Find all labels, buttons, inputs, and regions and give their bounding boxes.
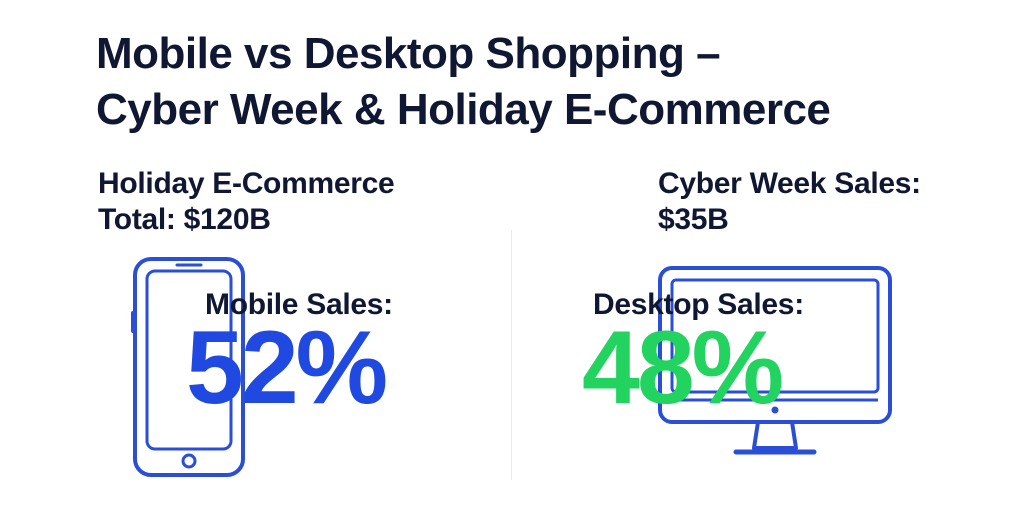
desktop-monitor-icon [658, 266, 892, 455]
center-divider [511, 230, 512, 480]
holiday-total-value: Total: $120B [98, 203, 271, 236]
mobile-sales-value: 52% [186, 310, 388, 426]
cyber-week-stat: Cyber Week Sales: $35B [658, 166, 998, 238]
desktop-sales-label: Desktop Sales: [593, 288, 804, 321]
cyber-week-label: Cyber Week Sales: [658, 167, 921, 200]
page-title: Mobile vs Desktop Shopping – Cyber Week … [96, 26, 996, 138]
title-line-1: Mobile vs Desktop Shopping – [96, 29, 721, 78]
title-line-2: Cyber Week & Holiday E-Commerce [96, 85, 831, 134]
desktop-sales-value: 48% [582, 310, 784, 426]
cyber-week-value: $35B [658, 203, 729, 236]
holiday-total-label: Holiday E-Commerce [98, 167, 395, 200]
smartphone-icon [131, 257, 245, 477]
mobile-sales-label: Mobile Sales: [205, 288, 393, 321]
holiday-total-stat: Holiday E-Commerce Total: $120B [98, 166, 478, 238]
